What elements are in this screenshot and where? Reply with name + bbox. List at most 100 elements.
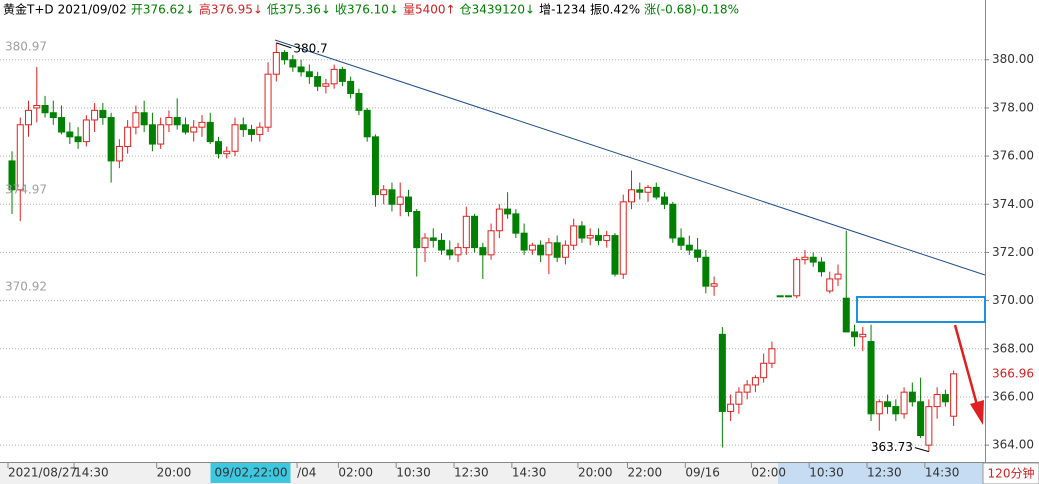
candle-body <box>41 105 49 114</box>
candle-body <box>908 391 916 403</box>
candle-body <box>239 124 247 131</box>
candle-body <box>107 117 115 162</box>
candle-body <box>652 186 660 198</box>
x-tick-label: 22:00 <box>628 466 663 480</box>
candle-body <box>487 230 495 256</box>
candle-body <box>8 160 16 191</box>
candle-body <box>421 237 429 249</box>
candle-body <box>817 261 825 273</box>
y-tick-label: 368.00 <box>992 341 1034 355</box>
left-axis-label: 374.97 <box>5 183 47 197</box>
candle-body <box>884 401 892 408</box>
x-tick-label: 14:30 <box>925 466 960 480</box>
candle-body <box>454 247 462 256</box>
candle-body <box>132 112 140 128</box>
candle-body <box>173 117 181 126</box>
candle-body <box>545 242 553 256</box>
x-tick-label: 14:30 <box>512 466 547 480</box>
arrow-head <box>970 400 984 425</box>
candle-body <box>801 256 809 261</box>
y-tick-label: 366.00 <box>992 389 1034 403</box>
left-axis-label: 380.97 <box>5 40 47 54</box>
y-tick-label: 380.00 <box>992 52 1034 66</box>
x-tick-label: 20:00 <box>157 466 192 480</box>
candle-body <box>809 256 817 263</box>
last-price-label: 366.96 <box>992 366 1034 380</box>
y-tick-label: 378.00 <box>992 100 1034 114</box>
candle-body <box>842 297 850 333</box>
candle-body <box>380 189 388 196</box>
annotation-leader <box>276 42 292 49</box>
candle-body <box>512 213 520 234</box>
candle-body <box>561 244 569 258</box>
candle-body <box>702 256 710 287</box>
candle-body <box>322 83 330 87</box>
candle-body <box>784 295 792 298</box>
candle-body <box>644 186 652 193</box>
candle-body <box>471 215 479 249</box>
candle-body <box>371 136 379 196</box>
candle-body <box>165 117 173 126</box>
candle-body <box>760 362 768 379</box>
candle-body <box>892 406 900 415</box>
candle-body <box>520 232 528 251</box>
candle-body <box>181 124 189 133</box>
left-axis-label: 370.92 <box>5 280 47 294</box>
candle-body <box>875 401 883 415</box>
candle-body <box>669 203 677 239</box>
candle-body <box>231 124 239 152</box>
last-price-bg <box>986 365 1036 382</box>
x-tick-label: /04 <box>297 466 316 480</box>
candle-body <box>396 196 404 205</box>
header-text: 振0.42% <box>590 3 640 17</box>
x-tick-label: 09/16 <box>685 466 720 480</box>
candle-body <box>438 239 446 251</box>
candle-body <box>570 225 578 246</box>
candle-body <box>925 406 933 446</box>
x-tick-label: 12:30 <box>454 466 489 480</box>
candle-body <box>495 208 503 232</box>
header-text: 2021/09/02 <box>58 3 127 17</box>
candle-body <box>578 225 586 239</box>
candle-body <box>851 331 859 338</box>
candle-body <box>157 124 165 145</box>
candle-body <box>768 348 776 364</box>
candle-body <box>677 237 685 246</box>
candle-body <box>338 68 346 82</box>
candle-body <box>479 247 487 256</box>
candle-body <box>25 109 33 126</box>
candle-body <box>256 126 264 135</box>
candle-body <box>297 66 305 73</box>
header-text: 黄金T+D <box>3 2 54 17</box>
candle-body <box>537 244 545 256</box>
candle-body <box>636 189 644 193</box>
x-tick-label: 20:00 <box>578 466 613 480</box>
candle-body <box>611 235 619 275</box>
candle-body <box>264 73 272 128</box>
candle-body <box>16 124 24 191</box>
candle-body <box>82 119 90 143</box>
candle-body <box>91 109 99 121</box>
candle-body <box>429 237 437 241</box>
candle-body <box>355 92 363 111</box>
candle-body <box>388 189 396 205</box>
candle-body <box>553 242 561 258</box>
candle-body <box>33 105 41 109</box>
candle-body <box>735 391 743 405</box>
candle-body <box>528 244 536 251</box>
candle-body <box>462 215 470 249</box>
candle-body <box>314 76 322 87</box>
candle-body <box>751 377 759 386</box>
candle-body <box>867 341 875 415</box>
candle-body <box>694 249 702 258</box>
x-tick-label: 02:00 <box>751 466 786 480</box>
candle-body <box>248 129 256 135</box>
y-tick-label: 374.00 <box>992 197 1034 211</box>
candle-body <box>148 124 156 145</box>
candle-body <box>504 208 512 215</box>
candle-body <box>859 333 867 338</box>
header-text: 低375.36↓ <box>267 3 331 17</box>
